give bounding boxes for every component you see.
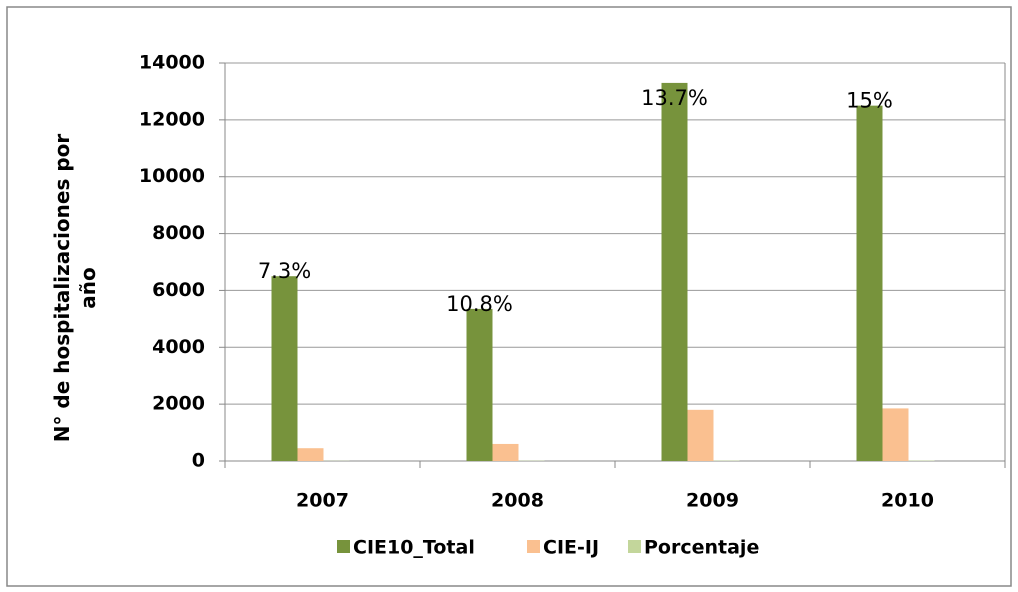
- bar: [271, 276, 298, 461]
- bar: [882, 408, 909, 461]
- y-tick-label: 6000: [152, 279, 205, 301]
- data-label: 15%: [846, 89, 893, 113]
- bar: [856, 105, 883, 462]
- y-tick-label: 14000: [139, 52, 205, 74]
- bar: [687, 409, 714, 461]
- legend-swatch: [628, 540, 641, 553]
- x-tick-label: 2009: [686, 490, 739, 512]
- y-tick-label: 4000: [152, 336, 205, 358]
- data-label: 7.3%: [258, 259, 311, 283]
- y-tick-label: 10000: [139, 165, 205, 187]
- y-tick-label: 2000: [152, 393, 205, 415]
- bar: [466, 308, 493, 461]
- legend-label: CIE10_Total: [353, 537, 475, 559]
- y-axis-title: N° de hospitalizaciones por año: [50, 133, 100, 443]
- data-label: 13.7%: [641, 86, 708, 110]
- chart-border: [6, 6, 1012, 587]
- bar: [661, 82, 688, 462]
- legend-label: Porcentaje: [644, 537, 759, 559]
- x-tick-label: 2007: [296, 490, 349, 512]
- y-tick-label: 8000: [152, 222, 205, 244]
- data-label: 10.8%: [446, 292, 513, 316]
- legend-swatch: [337, 540, 350, 553]
- legend-swatch: [527, 540, 540, 553]
- legend-label: CIE-IJ: [543, 537, 599, 559]
- x-tick-label: 2010: [881, 490, 934, 512]
- bar: [492, 443, 519, 461]
- y-tick-label: 12000: [139, 108, 205, 130]
- x-tick-label: 2008: [491, 490, 544, 512]
- y-tick-label: 0: [192, 450, 205, 472]
- bar: [297, 448, 324, 461]
